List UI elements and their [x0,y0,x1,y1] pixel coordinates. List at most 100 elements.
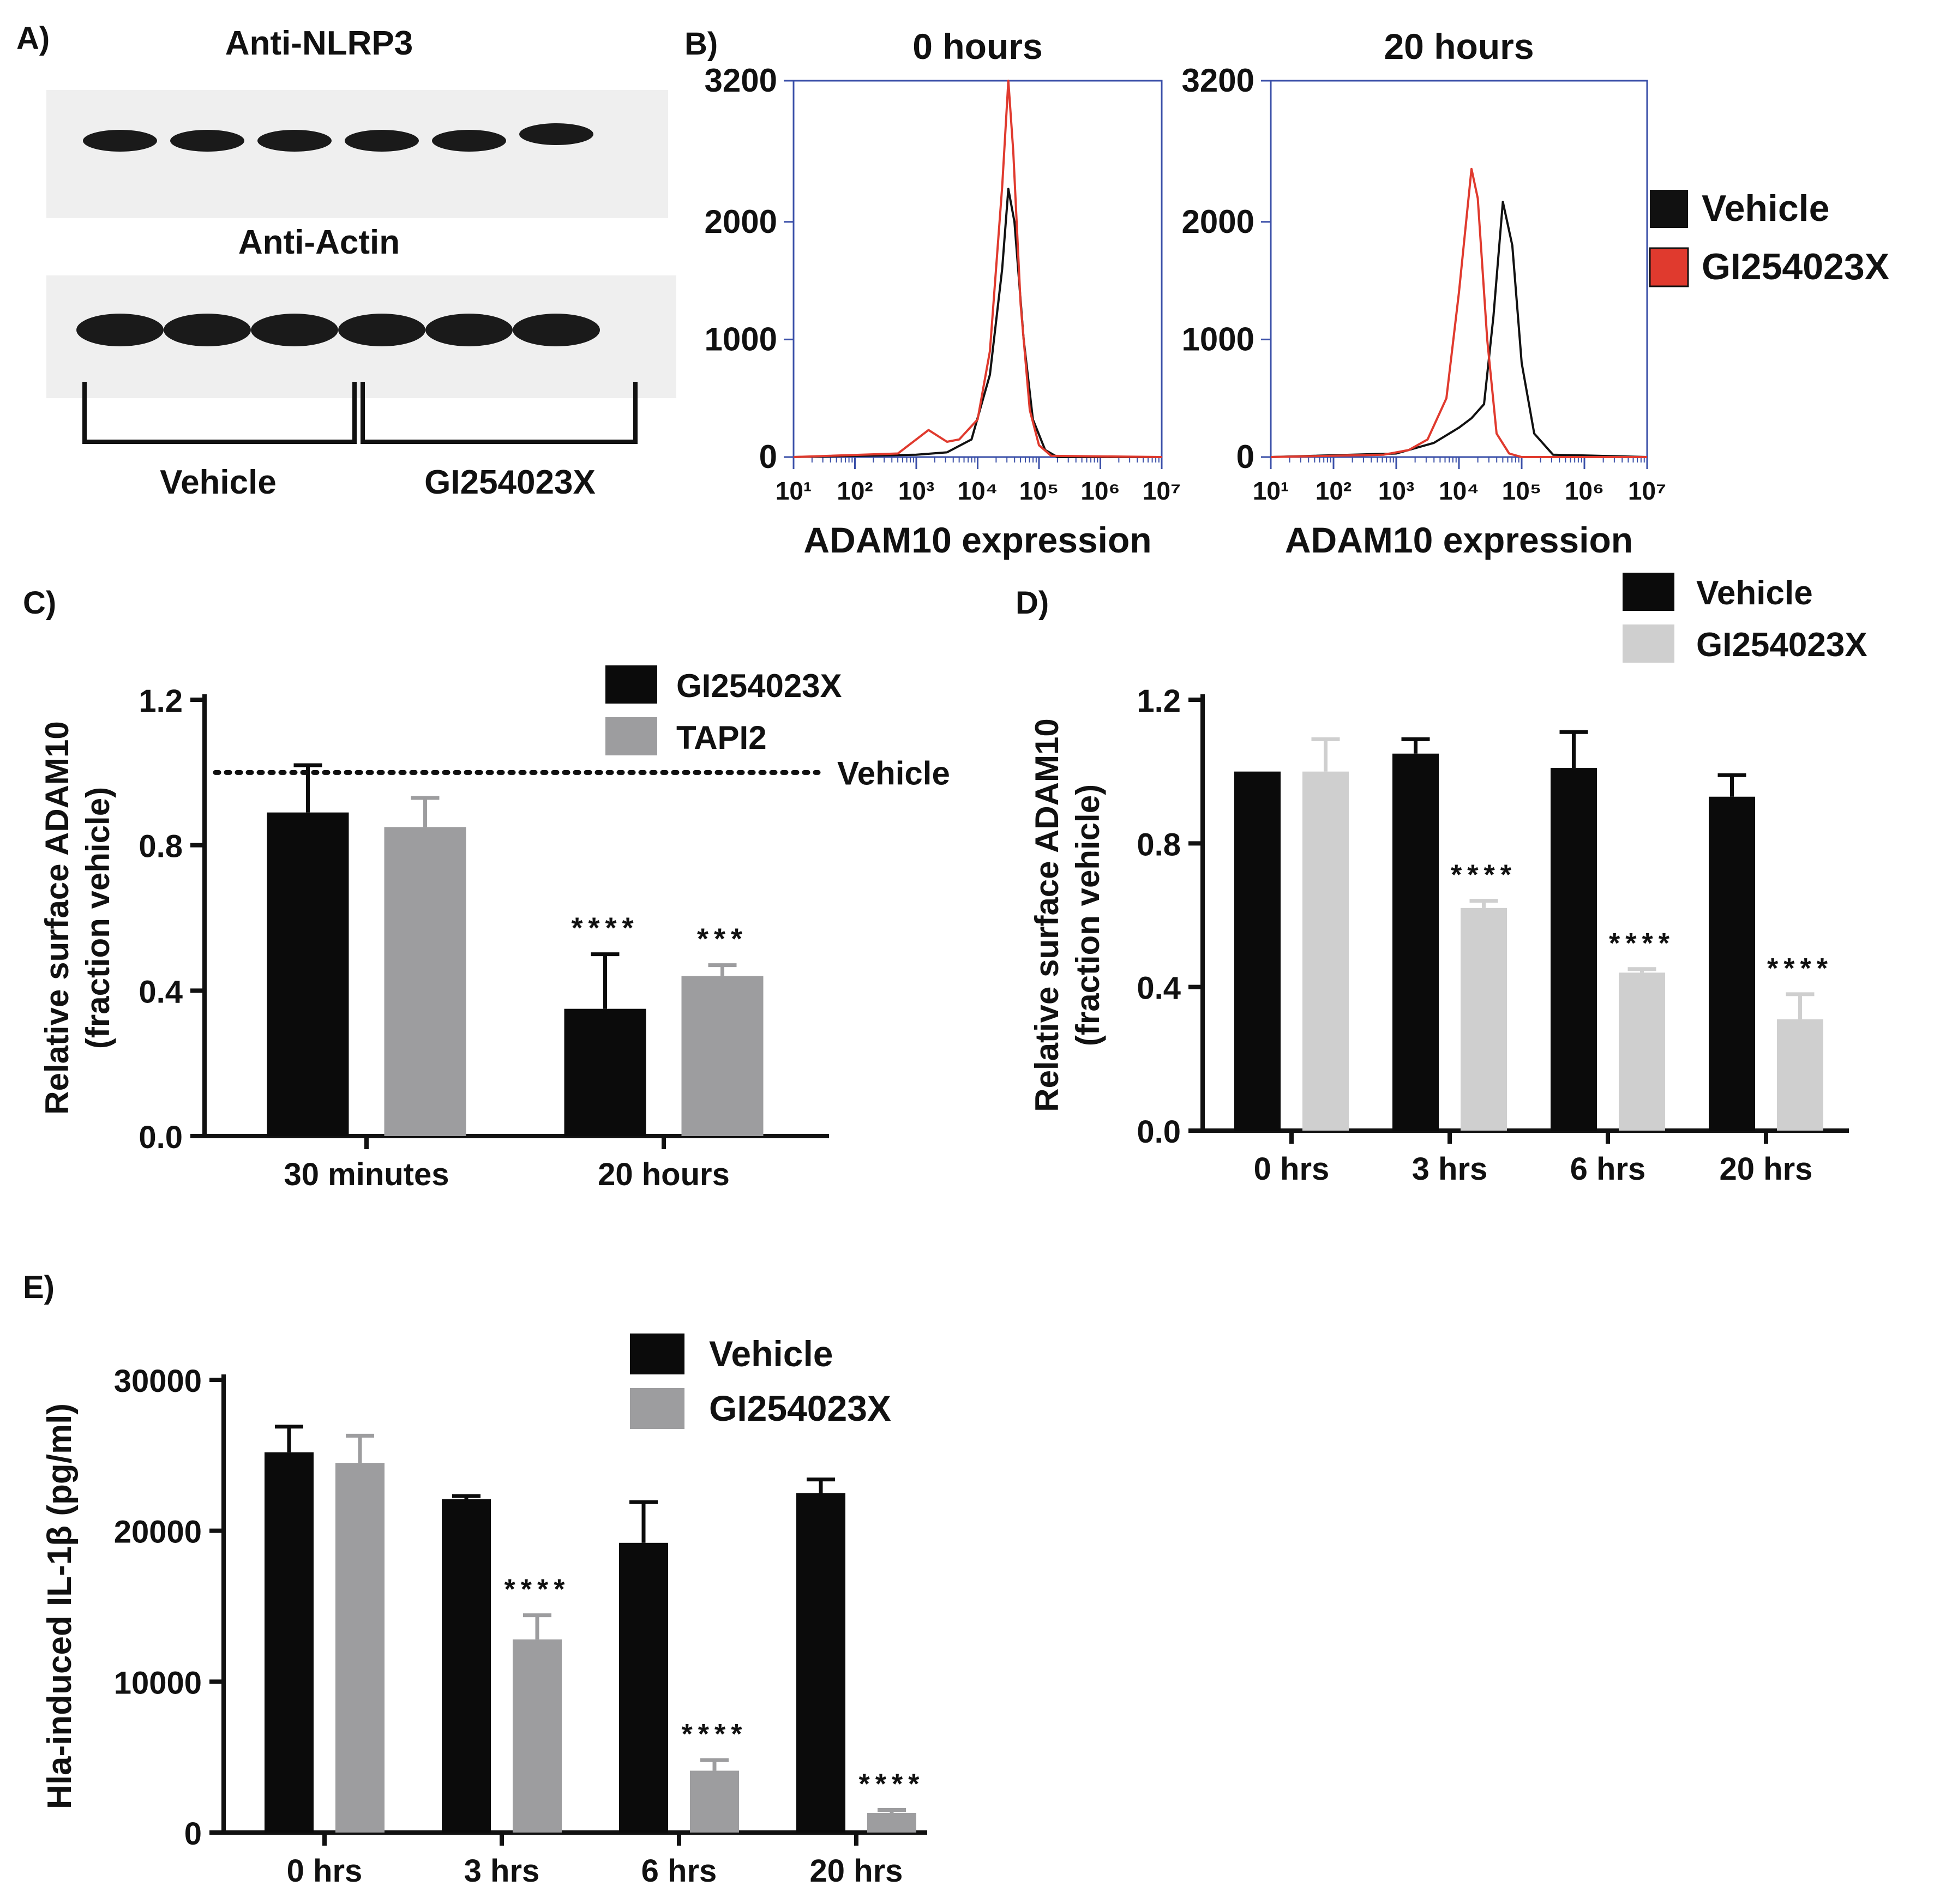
actin-band-lane-4 [338,314,425,346]
chart-d-bar-vehicle [1234,771,1281,1131]
blot-actin-title: Anti-Actin [238,224,400,261]
flow-1-frame [1270,80,1648,458]
chart-e-category-label: 6 hrs [641,1853,717,1889]
flow-0-xtick-label: 10⁷ [1143,477,1181,505]
chart-c-category-label: 20 hours [598,1157,730,1192]
legend-label-vehicle: Vehicle [1702,188,1829,229]
flow-0-frame [792,80,1163,458]
flow-1-title: 20 hours [1384,26,1534,67]
flow-1-xtick-label: 10³ [1378,477,1414,505]
flow-1-ytick-label: 3200 [1182,62,1254,99]
flow-0-xtick-label: 10¹ [776,477,812,505]
blot-nlrp3-bands [83,123,593,152]
chart-d-category-label: 6 hrs [1570,1151,1646,1187]
legend-label-gi254023x: GI254023X [1702,246,1889,287]
panel-d-label: D) [1016,585,1049,621]
actin-band-lane-3 [251,314,338,346]
chart-c-ytick-label: 1.2 [139,683,183,719]
flow-1-ytick-label: 0 [1236,439,1254,475]
flow-0-trace-gi254023x [793,80,1162,458]
nlrp3-band-lane-1 [83,130,157,152]
chart-e-ytick-label: 0 [184,1816,202,1852]
flow-1-trace-vehicle [1270,201,1648,458]
panel-b-flow-histograms: B) 0 hours 0 1000 2000 3200 10¹ 10² 10³ 10⁴ 10⁵ 10… [684,26,1889,560]
chart-d-bar-vehicle [1551,768,1597,1131]
flow-0-xtick-label: 10⁵ [1019,477,1059,505]
chart-e-category-label: 0 hrs [287,1853,363,1889]
chart-d-category-label: 20 hrs [1720,1151,1813,1187]
chart-c-bar-gi254023x [267,812,349,1136]
flow-1-xtick-label: 10⁴ [1439,477,1479,505]
chart-c-legend-label-tapi2: TAPI2 [676,719,767,756]
flow-legend: Vehicle GI254023X [1649,188,1889,287]
panel-c-label: C) [23,585,56,621]
blot-nlrp3-title: Anti-NLRP3 [225,25,413,62]
panel-d-bar-chart: D) 0.0 0.4 0.8 1.2 0 hrs 3 hrs **** 6 hrs **** 20… [1016,573,1867,1187]
chart-c-category-label: 30 minutes [284,1157,449,1192]
flow-0-xtick-label: 10⁴ [958,477,998,505]
chart-d-legend-label-vehicle: Vehicle [1696,574,1813,612]
nlrp3-band-lane-4 [345,130,419,152]
chart-c-bar-gi254023x [564,1008,646,1136]
flow-1-xlabel: ADAM10 expression [1285,520,1633,560]
flow-0-ytick-label: 3200 [705,62,777,99]
chart-e-ytick-label: 10000 [114,1665,202,1701]
flow-1-ytick-label: 2000 [1182,203,1254,240]
chart-e-bar-gi254023x [335,1463,385,1833]
panel-c-bar-chart: C) 0.00.40.81.230 minutes 20 hours**** ***… [23,585,950,1192]
chart-d-legend-swatch-gi254023x [1623,624,1674,663]
chart-c-ytick-label: 0.4 [139,974,183,1010]
actin-band-lane-6 [513,314,600,346]
flow-1-xtick-label: 10² [1316,477,1352,505]
flow-histogram-0-hours: 0 hours 0 1000 2000 3200 10¹ 10² 10³ 10⁴ 10⁵ 10⁶ 10… [705,26,1181,560]
chart-e-significance: **** [504,1574,570,1606]
chart-e-significance: **** [682,1719,748,1750]
flow-0-xtick-label: 10³ [898,477,934,505]
flow-1-xtick-label: 10⁶ [1565,477,1604,505]
legend-swatch-vehicle [1650,190,1688,228]
chart-d-bar-gi254023x [1461,908,1507,1131]
panel-b-label: B) [684,26,718,62]
chart-d-plot: 0.0 0.4 0.8 1.2 0 hrs 3 hrs **** 6 hrs **** 20 hr… [1029,573,1867,1187]
chart-d-bar-gi254023x [1302,771,1349,1131]
actin-band-lane-2 [164,314,251,346]
chart-c-bar-tapi2 [384,827,466,1136]
chart-d-bar-vehicle [1709,796,1755,1131]
chart-c-plot: 0.00.40.81.230 minutes 20 hours**** ***Rel… [39,665,950,1192]
chart-d-bar-gi254023x [1619,972,1665,1131]
bracket-gi254023x [361,382,638,444]
nlrp3-band-lane-2 [170,130,244,152]
chart-c-ylabel-2: (fraction vehicle) [80,787,116,1049]
panel-e-bar-chart: E) 0 10000 20000 30000 0 hrs 3 hrs **** 6 hrs **… [23,1270,927,1889]
blot-group-vehicle: Vehicle [160,464,277,501]
chart-d-ytick-label: 0.8 [1137,827,1181,862]
chart-c-ylabel: Relative surface ADAM10 [39,721,75,1114]
actin-band-lane-1 [76,314,164,346]
chart-d-ytick-label: 1.2 [1137,683,1181,719]
flow-1-xtick-label: 10⁷ [1628,477,1666,505]
chart-e-significance: **** [859,1769,925,1800]
bracket-vehicle [82,382,357,444]
chart-d-bar-vehicle [1392,753,1439,1131]
flow-0-ytick-label: 1000 [705,321,777,357]
blot-group-gi254023x: GI254023X [424,464,596,501]
blot-actin-bands [76,314,600,346]
flow-1-ytick-label: 1000 [1182,321,1254,357]
chart-d-category-label: 3 hrs [1412,1151,1488,1187]
chart-d-legend-label-gi254023x: GI254023X [1696,626,1867,664]
chart-e-ylabel: Hla-induced IL-1β (pg/ml) [41,1403,79,1809]
chart-d-ylabel-2: (fraction vehicle) [1070,784,1106,1046]
flow-0-xtick-label: 10⁶ [1080,477,1120,505]
legend-swatch-gi254023x [1649,247,1689,287]
chart-e-bar-vehicle [265,1452,314,1833]
flow-0-ytick-label: 2000 [705,203,777,240]
chart-e-legend-swatch-vehicle [630,1334,684,1374]
chart-e-bar-gi254023x [690,1770,739,1833]
panel-a-western-blot: A) Anti-NLRP3 Anti-Actin Vehicle GI25402… [16,21,676,501]
chart-e-bar-vehicle [619,1542,668,1833]
chart-d-ylabel: Relative surface ADAM10 [1029,718,1065,1112]
chart-c-significance: *** [697,923,748,956]
chart-c-vehicle-reference-label: Vehicle [837,755,950,791]
chart-e-bar-vehicle [442,1499,491,1833]
